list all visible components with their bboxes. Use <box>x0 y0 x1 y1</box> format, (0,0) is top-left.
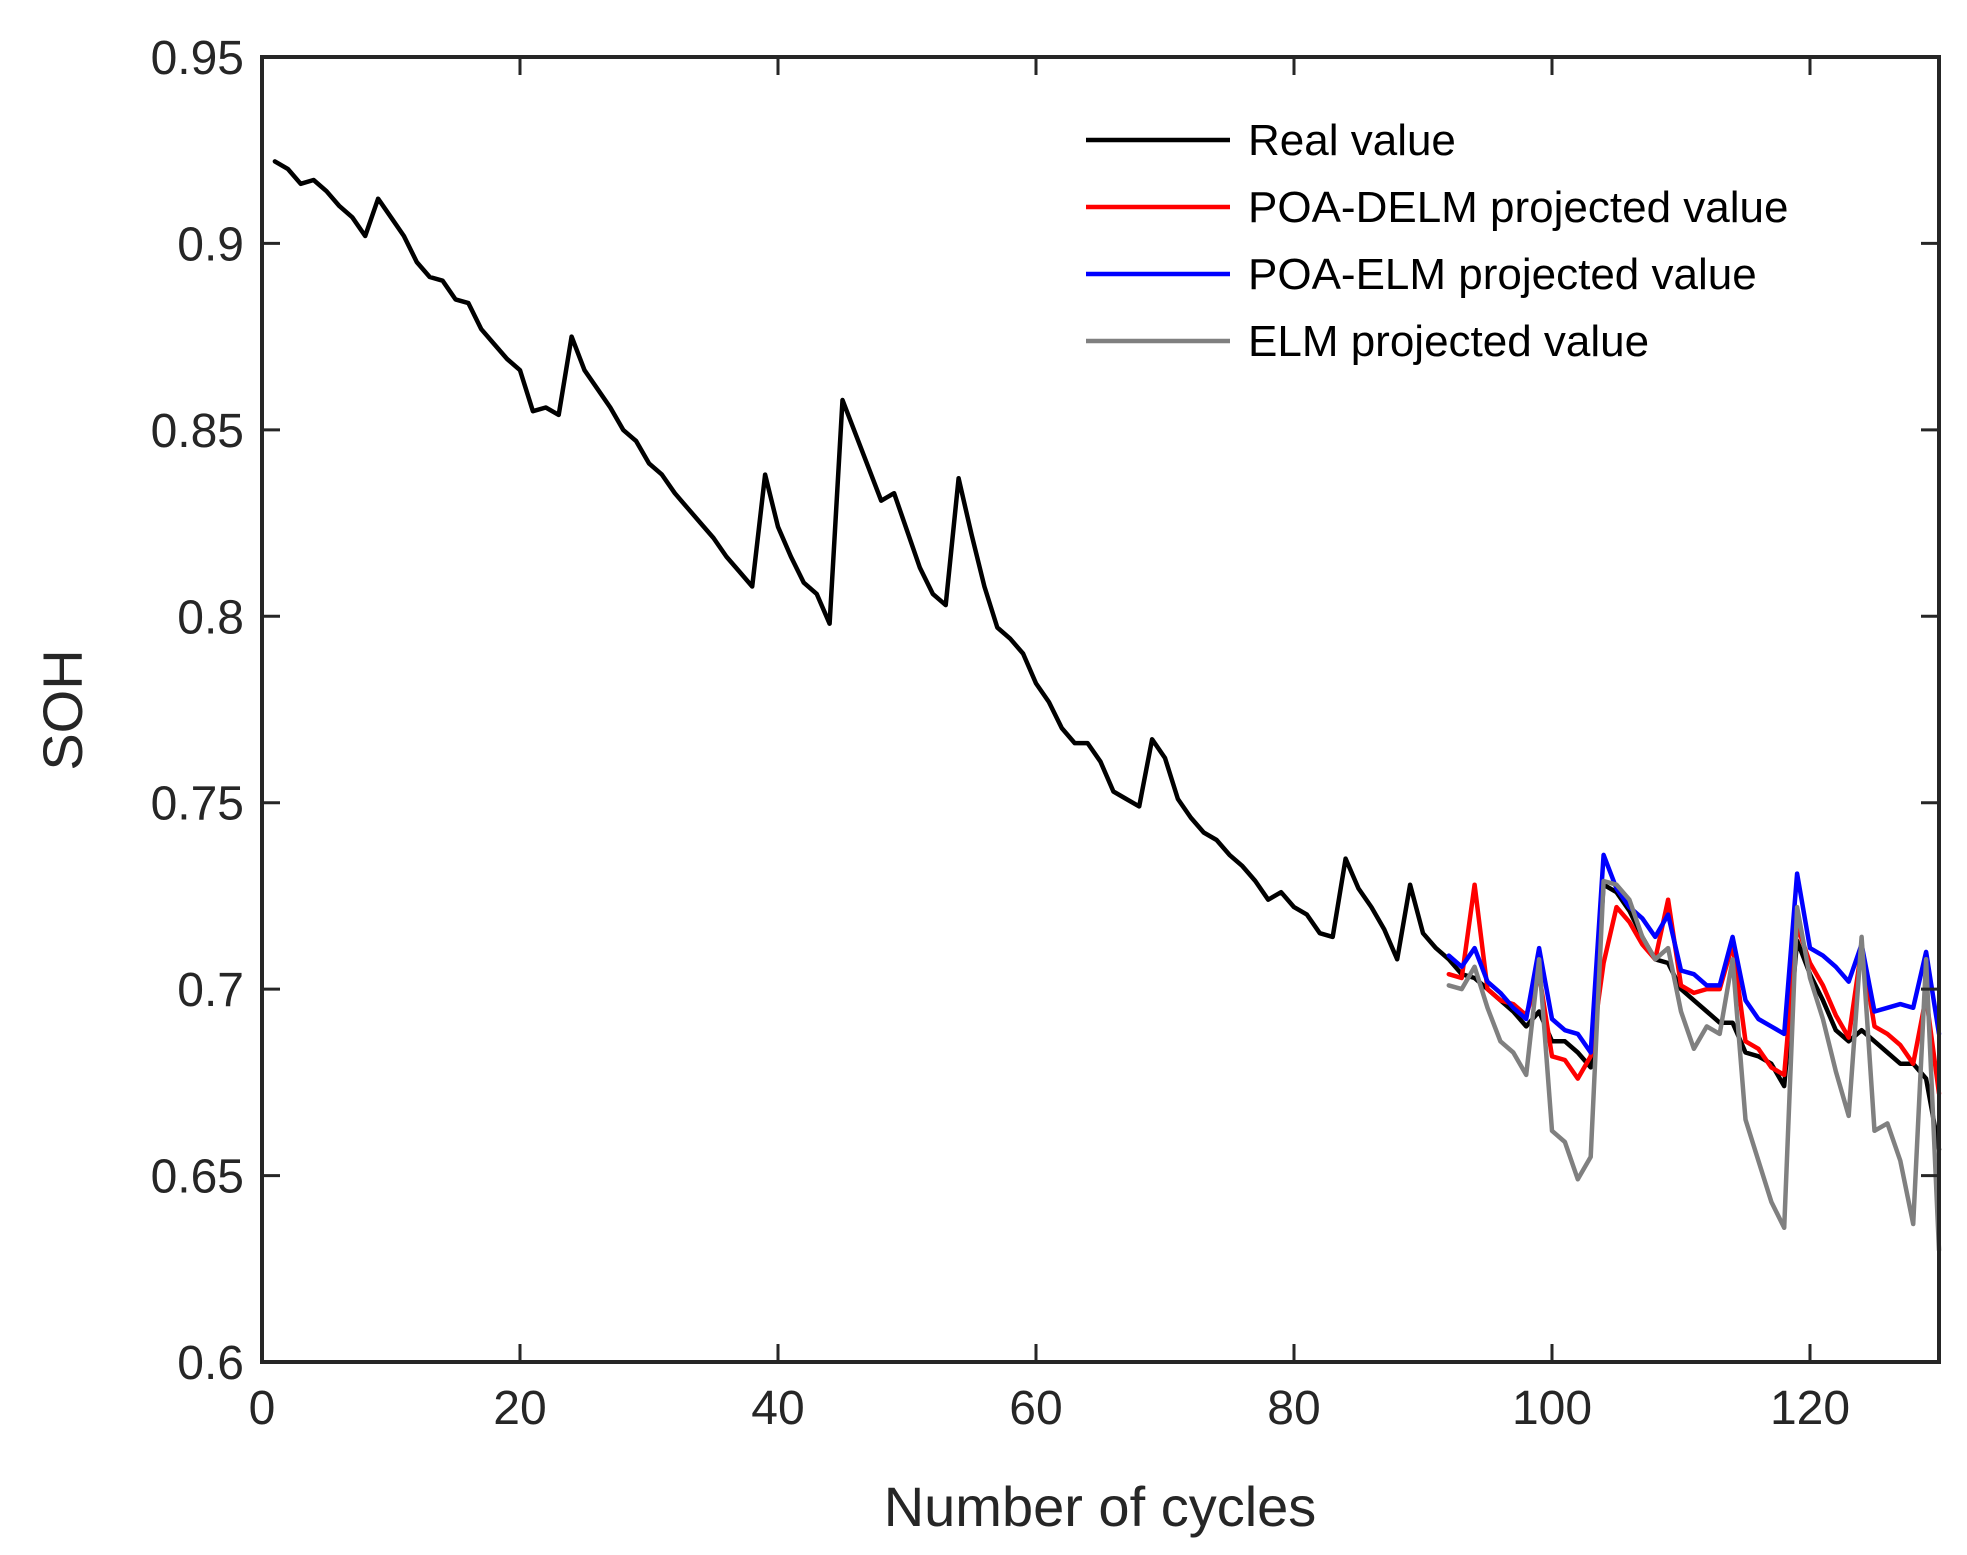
y-tick-label: 0.8 <box>177 591 244 644</box>
y-tick-label: 0.75 <box>151 778 244 831</box>
x-tick-label: 100 <box>1512 1382 1592 1435</box>
x-axis-title: Number of cycles <box>884 1475 1317 1538</box>
y-tick-label: 0.85 <box>151 405 244 458</box>
x-tick-label: 20 <box>493 1382 546 1435</box>
y-tick-label: 0.6 <box>177 1337 244 1390</box>
y-tick-label: 0.95 <box>151 32 244 85</box>
x-tick-label: 40 <box>751 1382 804 1435</box>
series-line-1 <box>272 159 1942 1152</box>
x-tick-label: 80 <box>1267 1382 1320 1435</box>
series-layer <box>272 159 1942 1253</box>
x-tick-label: 120 <box>1770 1382 1850 1435</box>
legend-label-2: POA-DELM projected value <box>1248 183 1788 232</box>
x-tick-label: 0 <box>249 1382 276 1435</box>
x-tick-label: 60 <box>1009 1382 1062 1435</box>
y-tick-label: 0.7 <box>177 964 244 1017</box>
series-line-3 <box>1446 852 1942 1055</box>
series-line-4 <box>1446 878 1942 1253</box>
legend-label-4: ELM projected value <box>1248 317 1649 366</box>
plot-area-frame <box>260 55 1941 1364</box>
y-axis-title: SOH <box>31 649 94 770</box>
legend-label-3: POA-ELM projected value <box>1248 250 1757 299</box>
y-tick-label: 0.9 <box>177 218 244 271</box>
axis-ticks: 0 20 40 60 80 100 120 0.6 0.65 0.7 0.75 0.8 0.85 0.9 0… <box>151 32 1939 1435</box>
legend-label-1: Real value <box>1248 116 1456 165</box>
legend: Real value POA-DELM projected value POA-EL… <box>1086 116 1788 366</box>
y-tick-label: 0.65 <box>151 1151 244 1204</box>
